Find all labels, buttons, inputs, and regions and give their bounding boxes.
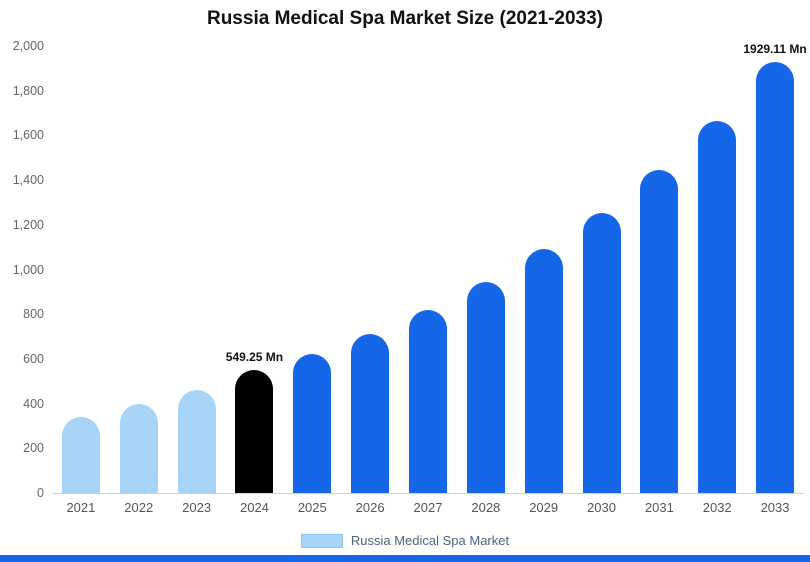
x-axis-label: 2022 bbox=[124, 500, 154, 515]
y-tick-label: 600 bbox=[23, 351, 44, 366]
bar-2033[interactable]: 1929.11 Mn bbox=[743, 42, 807, 493]
y-tick-label: 800 bbox=[23, 307, 44, 322]
x-axis-label: 2021 bbox=[66, 500, 96, 515]
bar-2030[interactable] bbox=[582, 212, 621, 493]
bar-slot bbox=[688, 46, 746, 493]
bar-2023[interactable] bbox=[177, 390, 216, 493]
x-axis-label: 2030 bbox=[587, 500, 616, 515]
legend-swatch-icon bbox=[300, 533, 343, 548]
bar-2024[interactable]: 549.25 Mn bbox=[226, 350, 283, 493]
bar-slot bbox=[573, 46, 631, 493]
legend[interactable]: Russia Medical Spa Market bbox=[0, 533, 810, 548]
bar-2031[interactable] bbox=[640, 170, 679, 493]
bar-slot bbox=[630, 46, 688, 493]
bar-2021[interactable] bbox=[61, 417, 100, 493]
x-axis-label: 2029 bbox=[529, 500, 559, 515]
y-tick-label: 1,600 bbox=[12, 128, 44, 143]
x-axis-label: 2023 bbox=[182, 500, 212, 515]
bar-2032[interactable] bbox=[698, 120, 737, 493]
chart-title: Russia Medical Spa Market Size (2021-203… bbox=[206, 8, 604, 29]
x-axis-label: 2025 bbox=[297, 500, 327, 515]
x-axis-label: 2027 bbox=[413, 500, 443, 515]
y-tick-label: 400 bbox=[23, 396, 44, 411]
x-axis-label: 2026 bbox=[355, 500, 385, 515]
y-tick-label: 1,200 bbox=[12, 217, 44, 232]
bar-slot bbox=[168, 46, 226, 493]
y-tick-label: 0 bbox=[37, 486, 44, 500]
bar-slot bbox=[457, 46, 515, 493]
x-axis-label: 2024 bbox=[239, 500, 269, 515]
plot-area: 549.25 Mn 1929.11 Mn bbox=[52, 42, 807, 494]
y-tick-label: 1,800 bbox=[12, 83, 44, 98]
bar-2022[interactable] bbox=[119, 403, 158, 493]
bar-slot bbox=[341, 46, 399, 493]
bar-slot bbox=[110, 46, 168, 493]
x-axis-label: 2028 bbox=[471, 500, 501, 515]
bar-2027[interactable] bbox=[408, 309, 447, 493]
bar-slot: 1929.11 Mn bbox=[743, 42, 807, 493]
y-tick-label: 2,000 bbox=[12, 39, 44, 53]
y-axis: 0 200 400 600 800 1,000 1,200 1,400 1,600 1,800 2,… bbox=[0, 39, 44, 500]
bar-slot: 549.25 Mn bbox=[226, 46, 284, 493]
y-tick-label: 200 bbox=[23, 441, 44, 456]
bar-2029[interactable] bbox=[524, 249, 563, 493]
y-tick-label: 1,400 bbox=[12, 173, 44, 188]
bar-slot bbox=[283, 46, 341, 493]
bar-2025[interactable] bbox=[293, 354, 332, 493]
footer-strip bbox=[0, 555, 810, 562]
y-tick-label: 1,000 bbox=[12, 262, 44, 277]
x-axis-label: 2032 bbox=[702, 500, 732, 515]
bar-2026[interactable] bbox=[351, 334, 390, 493]
x-axis-label: 2033 bbox=[760, 500, 790, 515]
bar-slot bbox=[52, 46, 110, 493]
x-axis: 2021 2022 2023 2024 2025 2026 2027 2028 2029 2030… bbox=[52, 500, 804, 515]
x-axis-label: 2031 bbox=[644, 500, 674, 515]
bar-value-label: 549.25 Mn bbox=[225, 350, 284, 365]
bar-2028[interactable] bbox=[466, 281, 505, 493]
bar-value-label: 1929.11 Mn bbox=[743, 41, 807, 56]
bar-slot bbox=[399, 46, 457, 493]
legend-label: Russia Medical Spa Market bbox=[350, 533, 510, 548]
bar-slot bbox=[515, 46, 573, 493]
